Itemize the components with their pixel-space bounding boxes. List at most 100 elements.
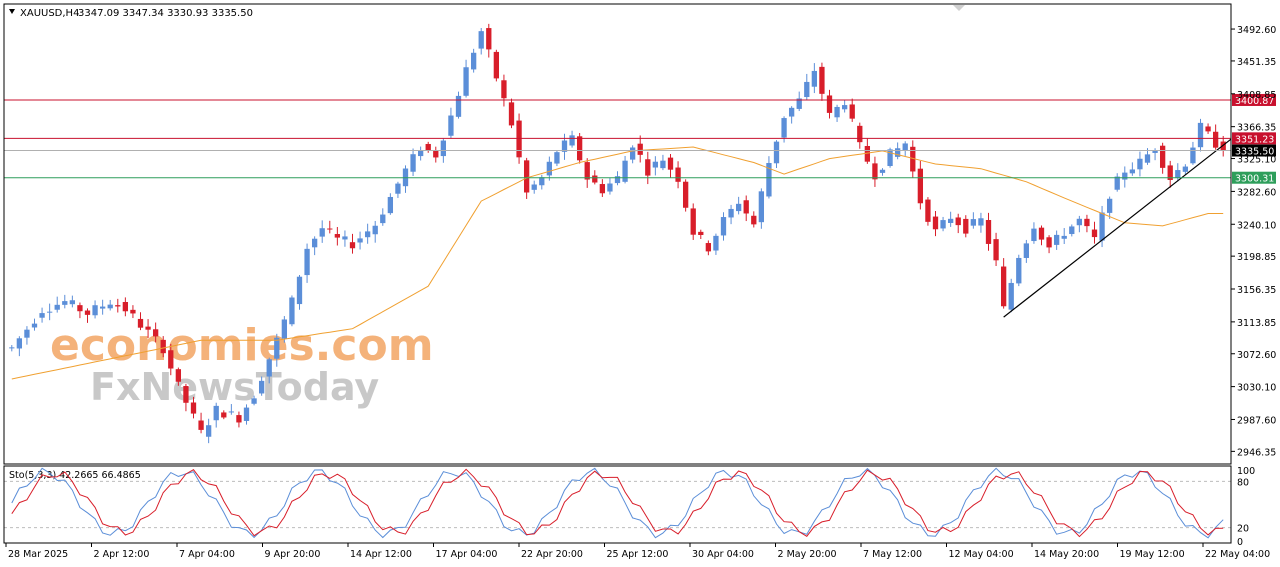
candle[interactable] (349, 233, 356, 254)
candle[interactable] (1008, 278, 1014, 313)
candle[interactable] (433, 146, 439, 163)
candle[interactable] (554, 149, 560, 167)
candle[interactable] (940, 216, 946, 232)
candle[interactable] (1069, 224, 1075, 237)
candle[interactable] (925, 197, 931, 226)
trendline[interactable] (1003, 138, 1232, 318)
candle[interactable] (92, 300, 98, 319)
candle[interactable] (62, 294, 68, 309)
collapse-icon[interactable] (9, 9, 15, 14)
candle[interactable] (932, 210, 939, 237)
candle[interactable] (698, 229, 704, 240)
candle[interactable] (1076, 215, 1083, 233)
candle[interactable] (478, 27, 484, 55)
candle[interactable] (607, 178, 613, 195)
candle[interactable] (99, 299, 106, 315)
candle[interactable] (1137, 151, 1143, 177)
candle[interactable] (910, 140, 916, 178)
candle[interactable] (1031, 222, 1037, 244)
candle[interactable] (24, 326, 30, 345)
candle[interactable] (645, 151, 651, 185)
candle[interactable] (902, 141, 908, 156)
candle[interactable] (834, 104, 840, 122)
candle[interactable] (614, 171, 621, 186)
candle[interactable] (879, 168, 886, 176)
candle[interactable] (947, 211, 954, 227)
candle[interactable] (1000, 258, 1007, 309)
candle[interactable] (1053, 230, 1060, 250)
candle[interactable] (274, 333, 280, 367)
candle[interactable] (887, 147, 893, 168)
candle[interactable] (811, 63, 818, 94)
candle[interactable] (1046, 235, 1052, 254)
candle[interactable] (652, 156, 659, 176)
candle[interactable] (1038, 225, 1045, 246)
candle[interactable] (107, 299, 113, 311)
candle[interactable] (1182, 164, 1189, 175)
candle[interactable] (872, 156, 878, 187)
candle[interactable] (137, 312, 144, 331)
candle[interactable] (1220, 135, 1226, 157)
candle[interactable] (39, 307, 45, 323)
candle[interactable] (705, 240, 712, 256)
candle[interactable] (576, 133, 583, 164)
candle[interactable] (448, 107, 454, 139)
candle[interactable] (864, 138, 871, 164)
candle[interactable] (819, 62, 825, 101)
candle[interactable] (228, 404, 235, 415)
candle[interactable] (508, 98, 515, 129)
candle[interactable] (380, 208, 386, 226)
candle[interactable] (796, 91, 802, 112)
candle[interactable] (917, 160, 924, 210)
candle[interactable] (667, 153, 674, 178)
candle[interactable] (978, 212, 984, 233)
candle[interactable] (493, 49, 500, 82)
candle[interactable] (243, 404, 250, 425)
candle[interactable] (970, 212, 977, 229)
candle[interactable] (115, 298, 121, 313)
candle[interactable] (311, 236, 318, 256)
candle[interactable] (372, 220, 378, 243)
candle[interactable] (1129, 162, 1136, 176)
candle[interactable] (296, 274, 303, 310)
candle[interactable] (1061, 228, 1067, 245)
candle[interactable] (1190, 141, 1196, 165)
candle[interactable] (357, 231, 363, 250)
candle[interactable] (54, 296, 60, 313)
candle[interactable] (342, 230, 348, 247)
candle[interactable] (993, 232, 999, 267)
candle[interactable] (1114, 173, 1120, 192)
candle[interactable] (637, 135, 643, 163)
candle[interactable] (1091, 221, 1098, 244)
candle[interactable] (190, 396, 197, 419)
candle[interactable] (1016, 254, 1022, 287)
candle[interactable] (841, 99, 848, 113)
candle[interactable] (417, 146, 424, 161)
candle[interactable] (849, 98, 855, 122)
candle[interactable] (122, 297, 129, 317)
candle[interactable] (1122, 166, 1128, 188)
candle[interactable] (334, 226, 341, 246)
candle[interactable] (327, 220, 333, 234)
candle[interactable] (1167, 160, 1173, 188)
candle[interactable] (1212, 124, 1219, 150)
candle[interactable] (985, 212, 992, 251)
candle[interactable] (735, 196, 742, 215)
candle[interactable] (145, 319, 151, 338)
candle[interactable] (773, 140, 780, 168)
candle[interactable] (183, 383, 189, 412)
candle[interactable] (720, 212, 727, 241)
candle[interactable] (258, 376, 265, 396)
candle[interactable] (569, 130, 575, 148)
candle[interactable] (198, 412, 204, 434)
candle[interactable] (364, 223, 371, 244)
candle[interactable] (1159, 142, 1166, 174)
candle[interactable] (1205, 123, 1211, 134)
candle[interactable] (236, 411, 242, 428)
candle[interactable] (660, 154, 666, 171)
candle[interactable] (804, 73, 810, 101)
candle[interactable] (69, 295, 76, 308)
candle[interactable] (546, 156, 553, 181)
